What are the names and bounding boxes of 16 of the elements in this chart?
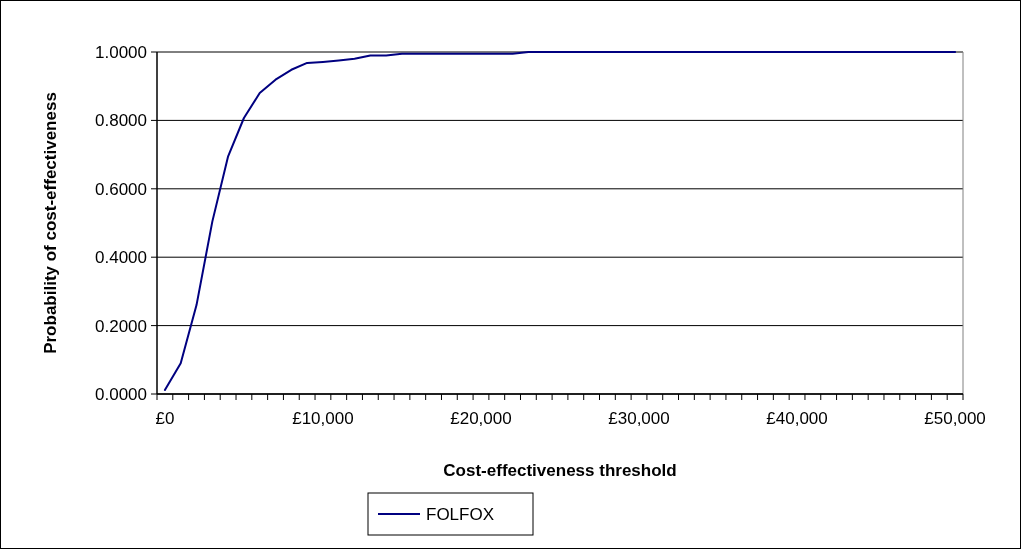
y-tick-label: 0.8000	[95, 111, 147, 131]
x-tick-label: £30,000	[608, 409, 670, 428]
x-tick-label: £40,000	[766, 409, 828, 428]
y-tick-label: 0.0000	[95, 384, 147, 404]
y-tick-label: 1.0000	[95, 42, 147, 62]
x-tick-label: £0	[155, 409, 175, 428]
y-axis-title: Probability of cost-effectiveness	[41, 92, 60, 354]
legend-label: FOLFOX	[426, 504, 495, 524]
x-tick-label: £20,000	[450, 409, 512, 428]
x-axis-title: Cost-effectiveness threshold	[443, 461, 677, 480]
x-tick-label: £50,000	[924, 409, 986, 428]
y-tick-label: 0.4000	[95, 248, 147, 268]
y-tick-label: 0.6000	[95, 179, 147, 199]
line-series	[163, 51, 957, 391]
x-tick-label: £10,000	[292, 409, 354, 428]
y-tick-label: 0.2000	[95, 316, 147, 336]
